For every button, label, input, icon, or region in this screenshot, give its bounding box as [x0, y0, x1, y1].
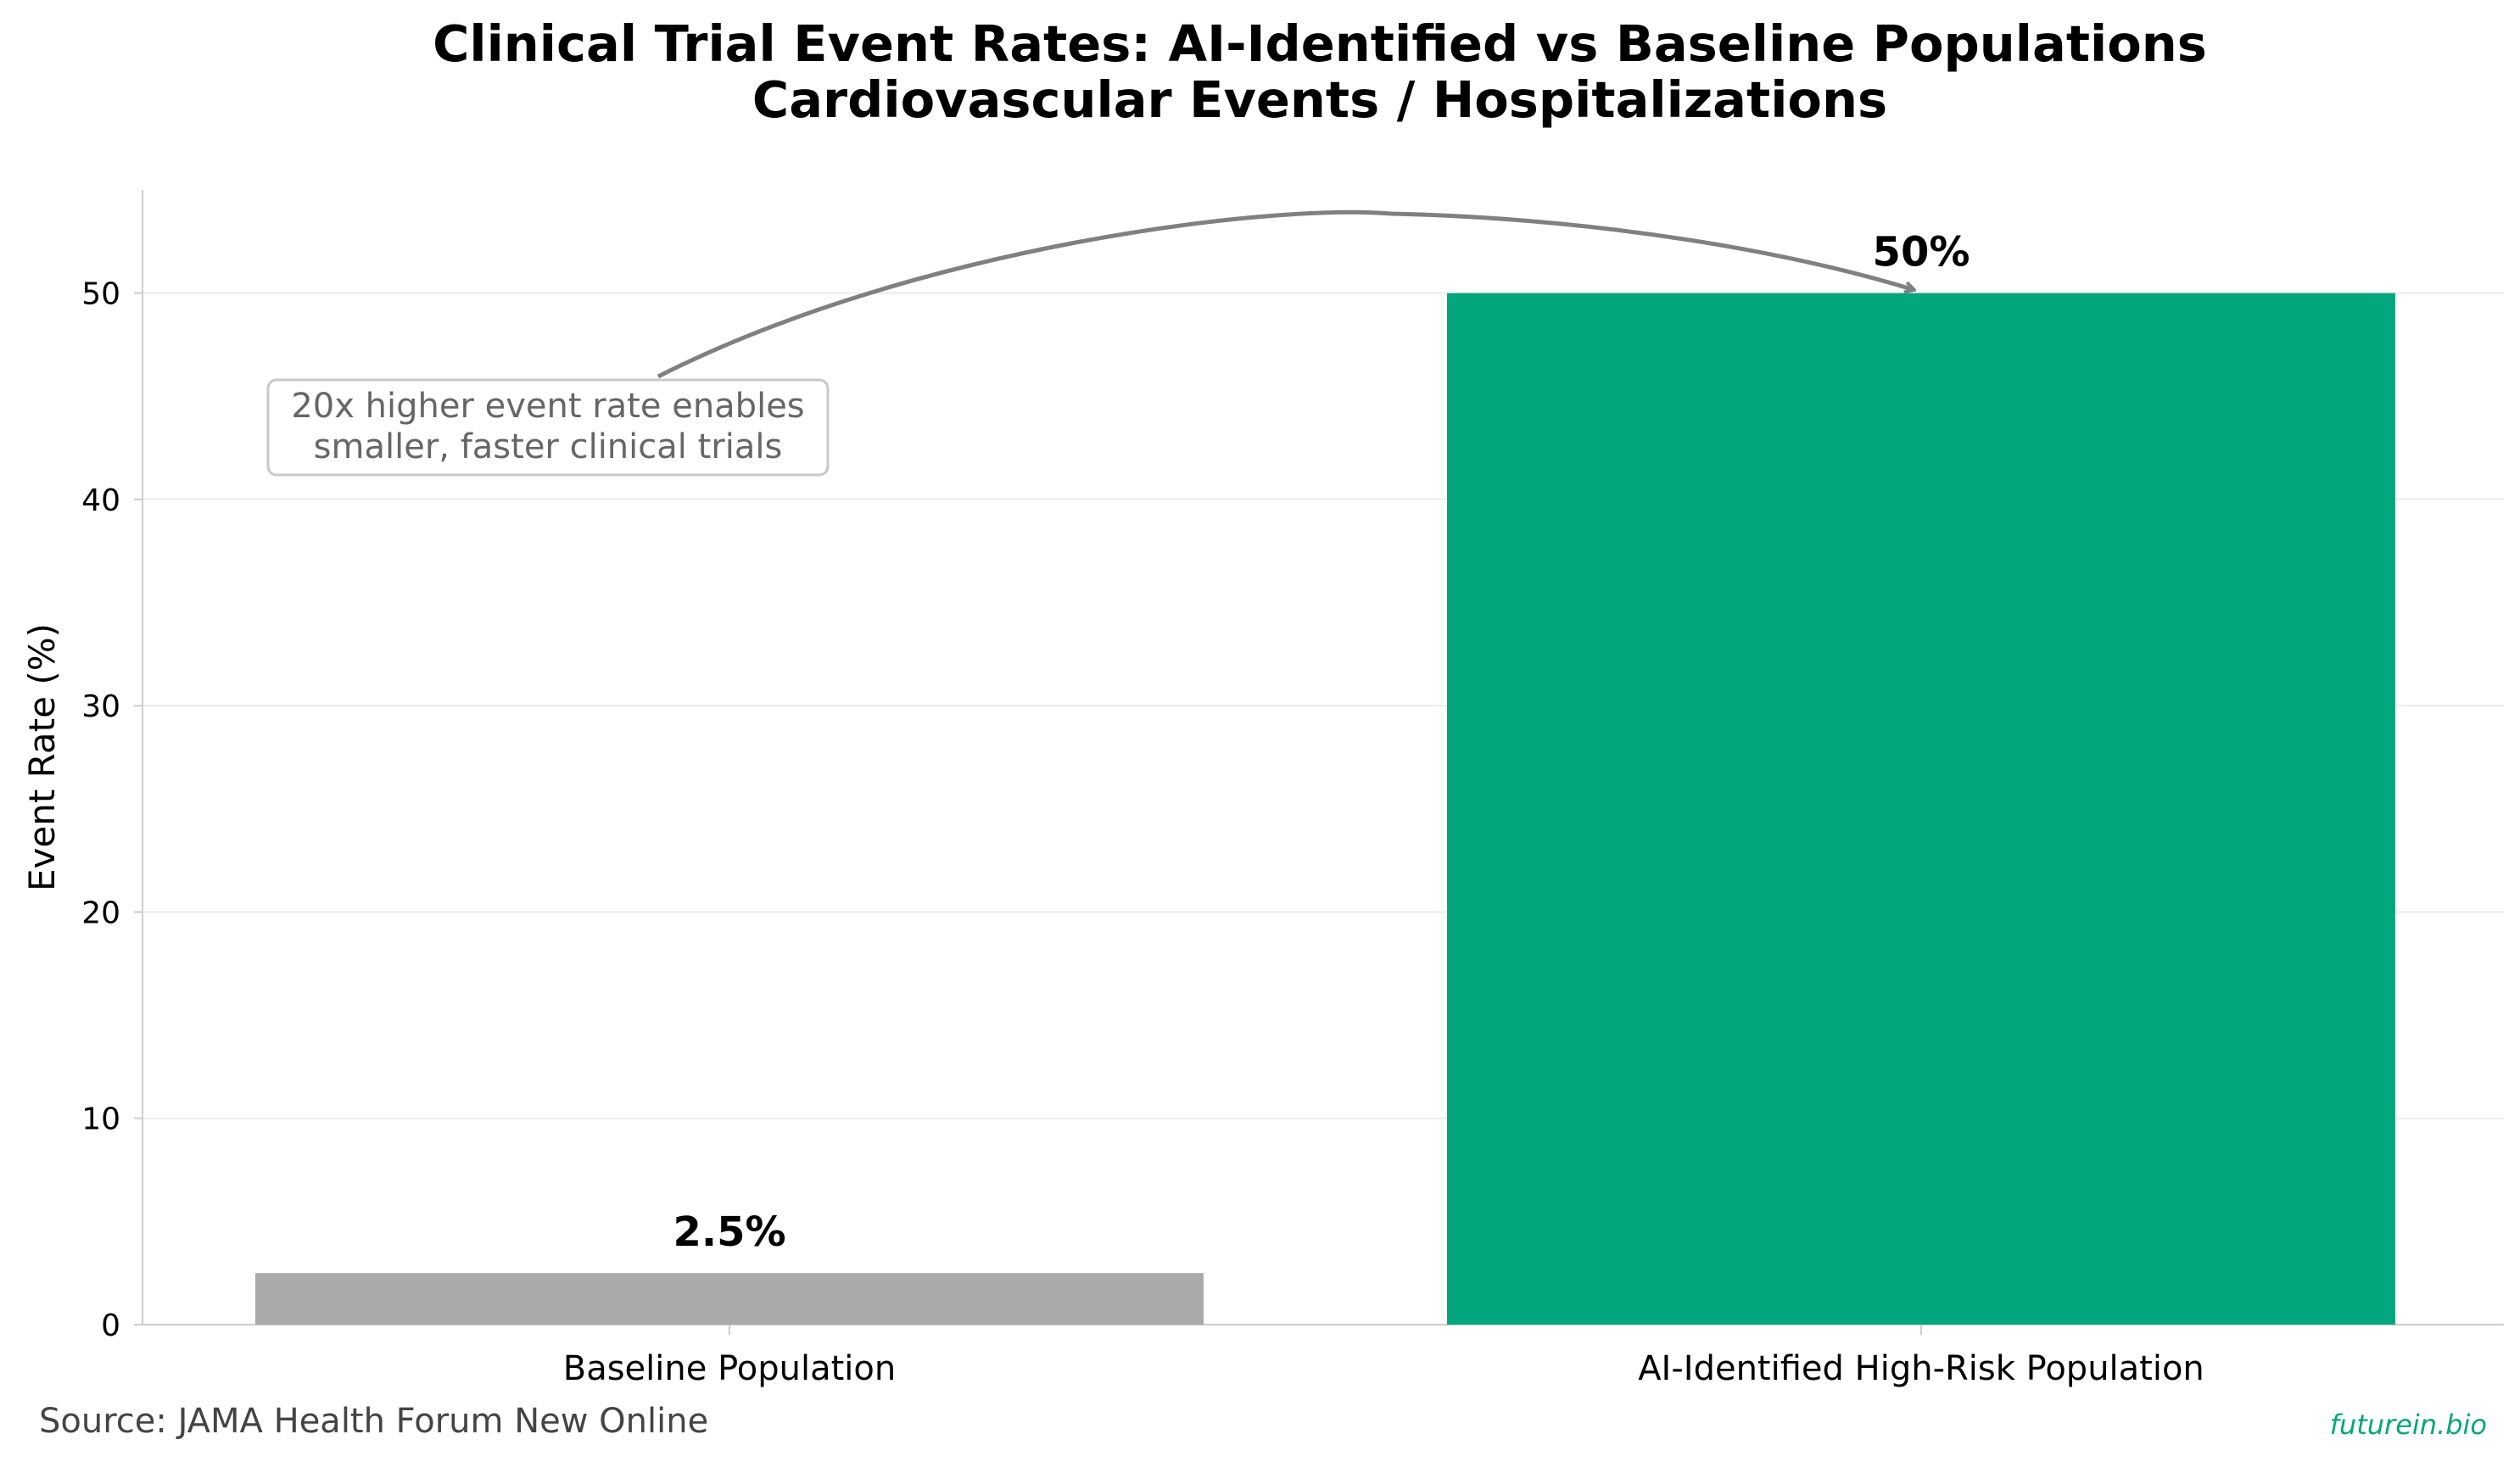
bars: 2.5% 50%	[255, 229, 2395, 1325]
y-ticks: 0 10 20 30 40 50	[81, 277, 142, 1343]
annotation-arrow	[657, 209, 1914, 379]
chart-subtitle: Cardiovascular Events / Hospitalizations	[752, 70, 1887, 129]
source-note: Source: JAMA Health Forum New Online	[39, 1402, 708, 1441]
bar-value-label: 50%	[1873, 229, 1970, 276]
x-tick-label: Baseline Population	[563, 1349, 896, 1388]
y-tick-label: 50	[81, 277, 120, 312]
bar-value-label: 2.5%	[673, 1208, 785, 1256]
x-ticks: Baseline Population AI-Identified High-Ri…	[563, 1325, 2204, 1388]
y-tick-label: 0	[101, 1309, 120, 1343]
y-tick-label: 20	[81, 896, 120, 930]
brand-label: futurein.bio	[2330, 1409, 2487, 1441]
annotation-box: 20x higher event rate enables smaller, f…	[266, 378, 830, 477]
bar	[255, 1273, 1204, 1325]
chart-title: Clinical Trial Event Rates: AI-Identifie…	[433, 14, 2207, 73]
y-tick-label: 10	[81, 1102, 120, 1137]
annotation-line-2: smaller, faster clinical trials	[314, 427, 783, 466]
y-tick-label: 30	[81, 689, 120, 724]
x-tick-label: AI-Identified High-Risk Population	[1638, 1349, 2204, 1388]
y-axis-label: Event Rate (%)	[21, 623, 63, 891]
annotation-line-1: 20x higher event rate enables	[291, 387, 804, 426]
y-tick-label: 40	[81, 483, 120, 518]
bar	[1447, 293, 2395, 1325]
